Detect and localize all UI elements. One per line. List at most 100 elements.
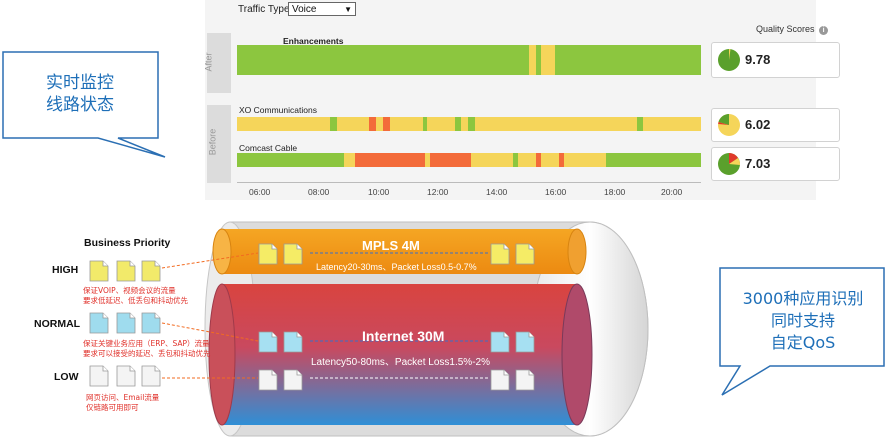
info-icon[interactable]: i [819, 26, 829, 35]
high-priority-note: 保证VOIP、视频会议的流量 要求低延迟、低丢包和抖动优先 [83, 286, 188, 306]
low-priority-note: 网页访问、Email流量 仅链路可用即可 [86, 393, 159, 413]
internet-pipe-title: Internet 30M [362, 328, 445, 344]
time-tick: 20:00 [661, 187, 683, 197]
quality-segment [536, 45, 542, 75]
quality-segment [336, 117, 371, 131]
left-callout: 实时监控 线路状态 [20, 72, 140, 116]
document-icon [141, 312, 161, 334]
document-icon [89, 260, 109, 282]
enhancements-quality-bar [237, 45, 701, 75]
document-icon [258, 369, 278, 391]
quality-segment [474, 117, 638, 131]
document-icon [283, 243, 303, 265]
quality-segment [429, 153, 473, 167]
score-pie-icon [718, 153, 741, 175]
quality-segment [355, 153, 426, 167]
left-callout-line-2: 线路状态 [46, 95, 114, 115]
quality-segment [237, 153, 345, 167]
quality-segment [517, 153, 538, 167]
time-tick: 08:00 [308, 187, 330, 197]
score-box-xo: 6.02 [711, 108, 840, 142]
quality-segment [636, 117, 645, 131]
right-callout: 3000种应用识别 同时支持 自定QoS [724, 288, 882, 354]
priority-high-label: HIGH [52, 264, 79, 276]
document-icon [116, 365, 136, 387]
note-line: 保证关键业务应用（ERP、SAP）流量 [83, 339, 210, 348]
quality-segment [540, 45, 556, 75]
row-title-comcast: Comcast Cable [239, 143, 298, 153]
time-tick: 06:00 [249, 187, 271, 197]
left-callout-line-1: 实时监控 [46, 73, 114, 93]
document-icon [283, 369, 303, 391]
time-tick: 12:00 [427, 187, 449, 197]
quality-segment [605, 153, 701, 167]
quality-segment [369, 117, 378, 131]
document-icon [141, 260, 161, 282]
xo-quality-bar [237, 117, 701, 131]
document-icon [141, 365, 161, 387]
note-line: 仅链路可用即可 [86, 403, 139, 412]
document-icon [89, 312, 109, 334]
time-tick: 18:00 [604, 187, 626, 197]
mpls-pipe-desc: Latency20-30ms、Packet Loss0.5-0.7% [316, 262, 477, 272]
document-icon [283, 331, 303, 353]
comcast-quality-bar [237, 153, 701, 167]
time-tick: 10:00 [368, 187, 390, 197]
time-axis [237, 182, 701, 183]
normal-priority-note: 保证关键业务应用（ERP、SAP）流量 要求可以接受的延迟、丢包和抖动优先 [83, 339, 211, 359]
document-icon [490, 243, 510, 265]
note-line: 要求低延迟、低丢包和抖动优先 [83, 296, 188, 305]
document-icon [89, 365, 109, 387]
quality-scores-header: Quality Scores i [756, 24, 829, 35]
mpls-pipe-title: MPLS 4M [362, 238, 420, 253]
quality-segment [540, 153, 561, 167]
quality-segment [329, 117, 338, 131]
quality-segment [237, 45, 531, 75]
quality-segment [536, 153, 542, 167]
traffic-type-select[interactable]: Voice ▼ [288, 2, 356, 16]
internet-pipe-desc: Latency50-80ms、Packet Loss1.5%-2% [311, 357, 490, 368]
time-tick: 14:00 [486, 187, 508, 197]
quality-segment [390, 117, 424, 131]
quality-segment [424, 153, 431, 167]
traffic-type-value: Voice [292, 4, 317, 15]
score-value-xo: 6.02 [745, 117, 771, 132]
priority-normal-label: NORMAL [34, 318, 81, 330]
quality-segment [343, 153, 357, 167]
right-callout-line-2: 同时支持 [770, 311, 835, 330]
chevron-down-icon: ▼ [344, 5, 352, 14]
quality-segment [460, 117, 469, 131]
row-title-xo: XO Communications [239, 105, 317, 115]
quality-segment [383, 117, 392, 131]
priority-low-label: LOW [54, 371, 79, 383]
document-icon [116, 260, 136, 282]
note-line: 保证VOIP、视频会议的流量 [83, 286, 176, 295]
quality-segment [513, 153, 519, 167]
document-icon [258, 331, 278, 353]
document-icon [116, 312, 136, 334]
quality-segment [559, 153, 566, 167]
right-callout-line-3: 自定QoS [770, 333, 836, 352]
document-icon [515, 369, 535, 391]
note-line: 要求可以接受的延迟、丢包和抖动优先 [83, 349, 211, 358]
quality-segment [422, 117, 429, 131]
quality-segment [643, 117, 701, 131]
after-section-tab: After [204, 33, 231, 93]
quality-segment [467, 117, 476, 131]
quality-segment [529, 45, 538, 75]
document-icon [490, 369, 510, 391]
score-box-comcast: 7.03 [711, 147, 840, 181]
score-value-enhancements: 9.78 [745, 52, 771, 67]
note-line: 网页访问、Email流量 [86, 393, 160, 402]
quality-scores-label: Quality Scores [756, 24, 815, 34]
document-icon [515, 243, 535, 265]
quality-segment [455, 117, 462, 131]
time-tick: 16:00 [545, 187, 567, 197]
score-value-comcast: 7.03 [745, 156, 771, 171]
quality-segment [237, 117, 331, 131]
business-priority-title: Business Priority [84, 237, 171, 249]
traffic-type-label: Traffic Type: [238, 4, 293, 15]
quality-segment [471, 153, 514, 167]
